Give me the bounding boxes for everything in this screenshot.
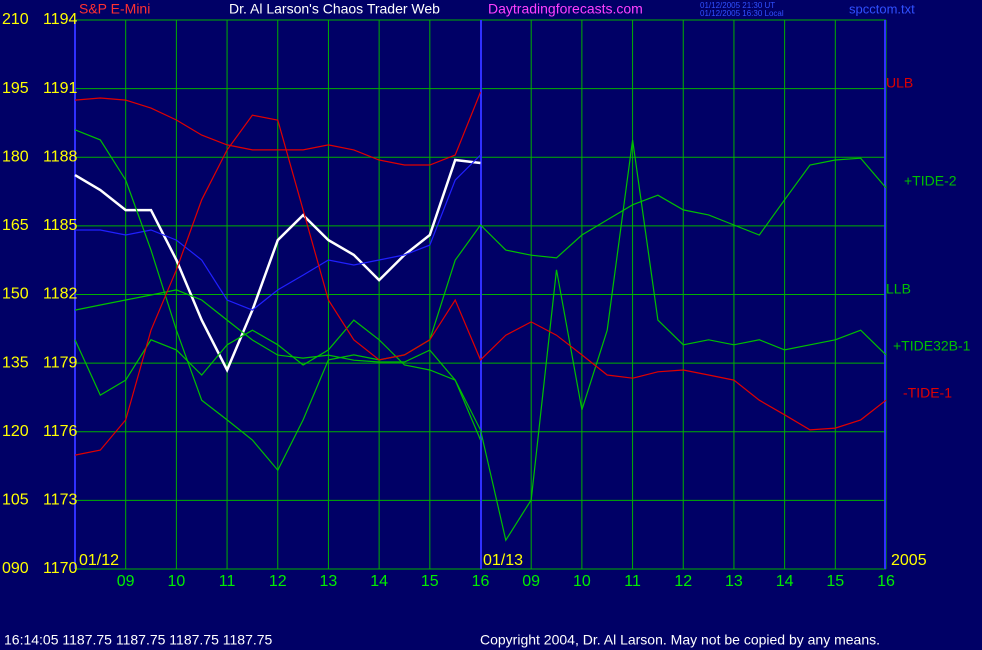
y-tick-label: 1173 xyxy=(43,492,78,509)
legend-label: -TIDE-1 xyxy=(903,385,952,401)
series-line xyxy=(75,154,481,311)
y2-tick-label: 180 xyxy=(2,148,29,165)
legend-label: +TIDE32B-1 xyxy=(893,338,971,354)
y2-tick-label: 195 xyxy=(2,80,29,97)
copyright: Copyright 2004, Dr. Al Larson. May not b… xyxy=(480,632,880,648)
series-line xyxy=(74,114,887,456)
date-label: 01/12 xyxy=(79,552,119,569)
y-tick-label: 1194 xyxy=(43,11,78,28)
y-tick-label: 1176 xyxy=(43,423,78,440)
y2-tick-label: 135 xyxy=(2,354,29,371)
x-tick-label: 09 xyxy=(117,573,135,590)
x-tick-label: 16 xyxy=(877,573,895,590)
file-name: spcctom.txt xyxy=(849,1,915,16)
y2-tick-label: 090 xyxy=(2,560,29,577)
x-tick-label: 11 xyxy=(219,573,236,590)
grid xyxy=(75,19,887,570)
series-line xyxy=(74,91,482,166)
series-line xyxy=(74,158,481,373)
y2-tick-label: 210 xyxy=(2,11,29,28)
x-tick-label: 10 xyxy=(573,573,591,590)
x-tick-label: 15 xyxy=(421,573,439,590)
x-tick-label: 16 xyxy=(472,573,490,590)
x-tick-label: 13 xyxy=(320,573,338,590)
x-tick-label: 09 xyxy=(522,573,540,590)
instrument: S&P E-Mini xyxy=(79,1,150,17)
x-tick-label: 14 xyxy=(776,573,794,590)
x-tick-label: 12 xyxy=(269,573,287,590)
series-line xyxy=(74,139,887,542)
x-tick-label: 13 xyxy=(725,573,743,590)
date-label: 01/13 xyxy=(483,552,523,569)
y-tick-label: 1179 xyxy=(43,354,78,371)
status-line: 16:14:05 1187.75 1187.75 1187.75 1187.75 xyxy=(4,632,273,648)
y-tick-label: 1185 xyxy=(43,217,78,234)
chart-title: Dr. Al Larson's Chaos Trader Web xyxy=(229,1,440,17)
year-label: 2005 xyxy=(891,552,927,569)
website: Daytradingforecasts.com xyxy=(488,1,643,17)
y2-tick-label: 105 xyxy=(2,492,29,509)
y-tick-label: 1182 xyxy=(43,286,78,303)
timestamp-ut: 01/12/2005 21:30 UT xyxy=(700,1,775,10)
y-tick-label: 1188 xyxy=(43,148,78,165)
x-tick-label: 11 xyxy=(624,573,641,590)
x-tick-label: 14 xyxy=(370,573,388,590)
legend-label: LLB xyxy=(886,281,911,297)
legend-label: +TIDE-2 xyxy=(904,173,957,189)
y2-tick-label: 150 xyxy=(2,286,29,303)
x-tick-label: 10 xyxy=(167,573,185,590)
y-tick-label: 1170 xyxy=(43,560,78,577)
legend-label: ULB xyxy=(886,75,913,91)
y2-tick-label: 120 xyxy=(2,423,29,440)
series-line xyxy=(74,289,482,441)
timestamp-local: 01/12/2005 16:30 Local xyxy=(700,9,784,18)
x-tick-label: 15 xyxy=(826,573,844,590)
y2-tick-label: 165 xyxy=(2,217,29,234)
x-tick-label: 12 xyxy=(674,573,692,590)
series-line xyxy=(74,129,887,472)
series-lines xyxy=(74,91,887,542)
y-tick-label: 1191 xyxy=(43,80,78,97)
